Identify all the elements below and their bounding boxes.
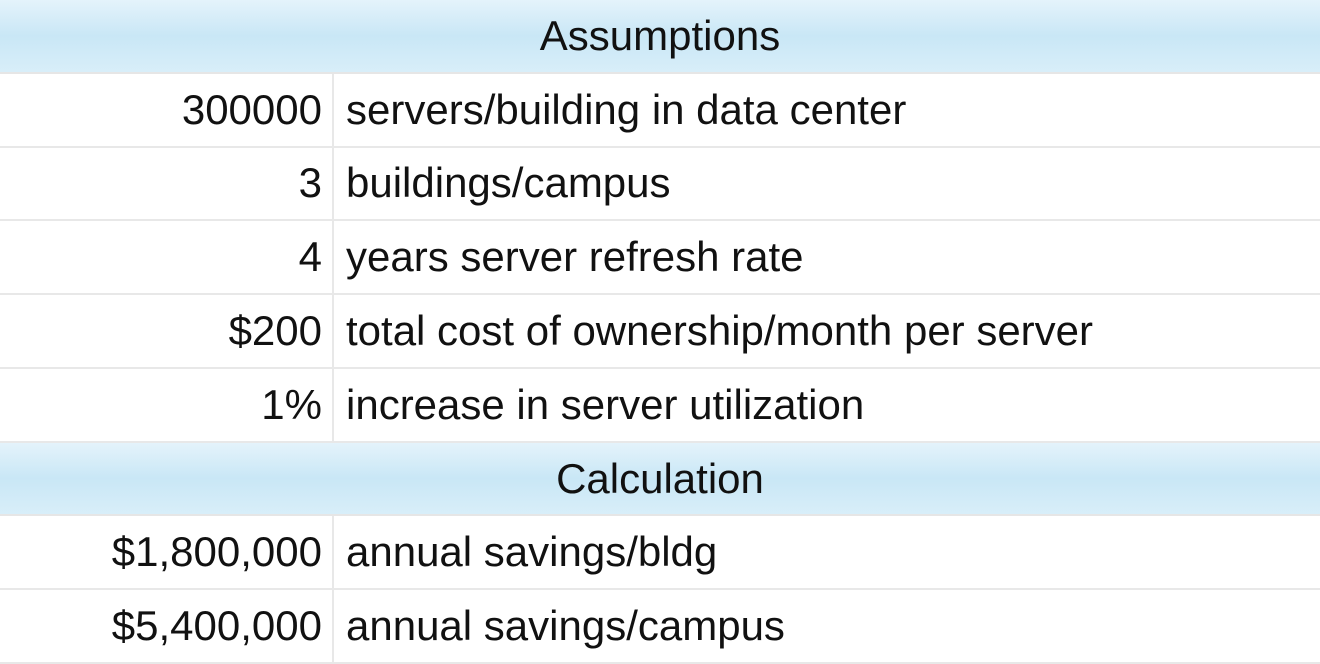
table-row: 1% increase in server utilization: [0, 368, 1320, 443]
table-row: $200 total cost of ownership/month per se…: [0, 295, 1320, 369]
table-row: 3 buildings/campus: [0, 147, 1320, 222]
table-row: $5,400,000 annual savings/campus: [0, 590, 1320, 664]
value-cell: 1%: [0, 368, 334, 441]
section-header: Assumptions: [0, 0, 1320, 74]
label-cell: buildings/campus: [346, 159, 671, 207]
label-cell: increase in server utilization: [346, 380, 865, 428]
table-row: 300000 servers/building in data center: [0, 73, 1320, 148]
section-header: Calculation: [0, 442, 1320, 517]
table-row: 4 years server refresh rate: [0, 221, 1320, 296]
value-cell: $1,800,000: [0, 516, 334, 589]
value-cell: 3: [0, 147, 334, 220]
value-cell: $200: [0, 295, 334, 367]
value-cell: 4: [0, 221, 334, 294]
value-cell: 300000: [0, 73, 334, 146]
label-cell: annual savings/campus: [346, 602, 785, 650]
table-row: $1,800,000 annual savings/bldg: [0, 516, 1320, 591]
label-cell: servers/building in data center: [346, 85, 907, 133]
value-cell: $5,400,000: [0, 590, 334, 662]
label-cell: total cost of ownership/month per server: [346, 306, 1094, 354]
label-cell: years server refresh rate: [346, 233, 804, 281]
label-cell: annual savings/bldg: [346, 528, 718, 576]
